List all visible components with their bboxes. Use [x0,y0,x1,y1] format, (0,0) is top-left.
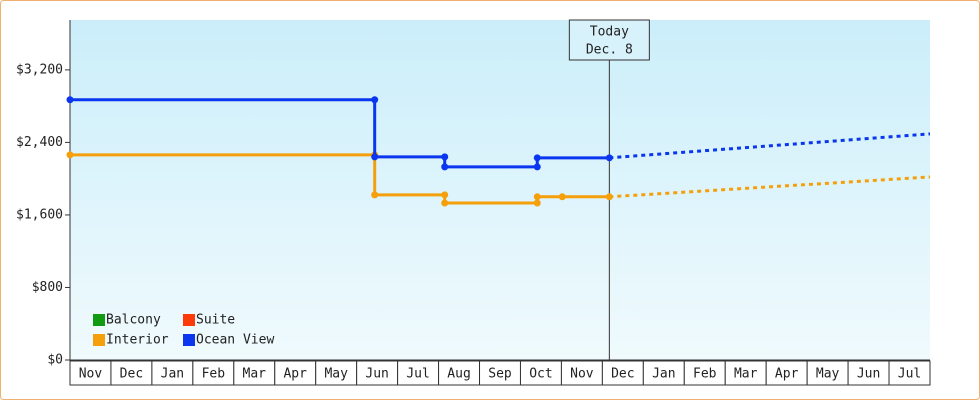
x-tick-label: Sep [488,367,512,382]
today-label: Dec. 8 [586,43,633,58]
legend-label: Suite [196,313,235,328]
x-tick-label: Jan [652,367,675,382]
legend-label: Balcony [106,313,161,328]
forecast-line [609,132,931,160]
y-tick-label: $2,400 [16,135,63,150]
plot-area [70,20,930,360]
month-cell [847,360,890,386]
point [371,96,379,104]
month-cell [151,360,194,386]
month-cell [397,360,440,386]
month-cell [642,360,685,386]
month-cell [192,360,235,386]
point [371,191,379,199]
legend-swatch [183,334,195,346]
point [533,193,541,201]
x-tick-label: Dec [611,367,634,382]
point [441,153,449,161]
month-cell [683,360,726,386]
point [533,163,541,171]
x-tick-label: Mar [243,367,267,382]
y-tick-label: $0 [47,353,63,368]
legend-swatch [93,314,105,326]
month-cell [765,360,808,386]
x-tick-label: Nov [79,367,103,382]
month-cell [806,360,849,386]
x-tick-label: May [816,367,840,382]
month-cell [274,360,317,386]
point [66,96,74,104]
x-tick-label: Jul [898,367,921,382]
point [371,153,379,161]
x-tick-label: Dec [120,367,143,382]
x-tick-label: Feb [693,367,717,382]
x-tick-label: Aug [447,367,470,382]
month-cell [888,360,931,386]
legend-label: Interior [106,333,169,348]
x-tick-label: Jul [406,367,429,382]
y-tick-label: $800 [32,280,63,295]
x-tick-label: Jan [161,367,184,382]
month-cell [315,360,358,386]
point [441,163,449,171]
legend-label: Ocean View [196,333,274,348]
month-cell [479,360,521,386]
month-cell [356,360,399,386]
point [441,199,449,207]
y-tick-label: $3,200 [16,62,63,77]
x-tick-label: Mar [734,367,758,382]
x-tick-label: Jun [857,367,880,382]
month-cell [601,360,644,386]
x-tick-label: Oct [529,367,552,382]
x-tick-label: Jun [365,367,388,382]
month-cell [233,360,276,386]
y-tick-label: $1,600 [16,207,63,222]
x-tick-label: Apr [283,367,307,382]
x-tick-label: May [324,367,348,382]
today-label: Today [590,25,629,40]
month-cell [438,360,481,386]
x-tick-label: Nov [570,367,594,382]
month-cell [724,360,767,386]
x-tick-label: Apr [775,367,799,382]
point [533,154,541,162]
legend-swatch [183,314,195,326]
point [441,191,449,199]
x-tick-label: Feb [202,367,226,382]
month-cell [110,360,153,386]
today-box [568,19,650,61]
legend-swatch [93,334,105,346]
point [66,151,74,159]
point [558,193,566,201]
forecast-line [609,175,931,199]
point [533,199,541,207]
